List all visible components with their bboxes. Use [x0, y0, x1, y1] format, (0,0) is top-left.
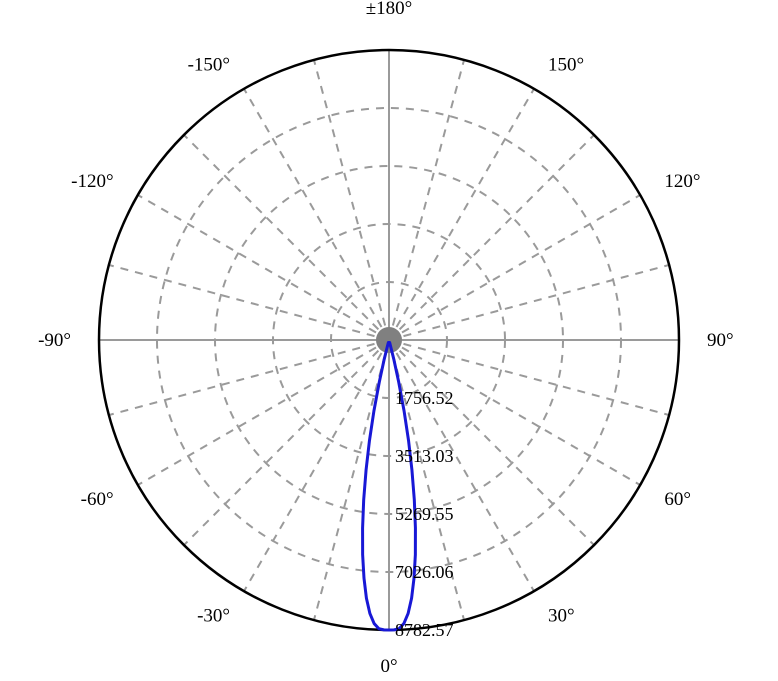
radial-label: 7026.06	[395, 562, 454, 582]
angle-label: 60°	[664, 489, 691, 510]
angle-label: 150°	[548, 55, 584, 76]
polar-chart: 1756.52 3513.03 5269.55 7026.06 8782.57 ±180°…	[0, 0, 778, 681]
angle-label: -150°	[188, 55, 230, 76]
angle-label: 90°	[707, 330, 734, 351]
angle-label: -90°	[38, 330, 71, 351]
angle-label: 30°	[548, 605, 575, 626]
radial-label: 8782.57	[395, 620, 454, 640]
angle-label: -30°	[197, 605, 230, 626]
angle-label: 120°	[664, 171, 700, 192]
angle-label: 0°	[380, 656, 397, 677]
radial-label: 1756.52	[395, 388, 454, 408]
angle-label: -120°	[71, 171, 113, 192]
radial-label: 3513.03	[395, 446, 454, 466]
angle-label: ±180°	[366, 0, 413, 19]
angle-label: -60°	[81, 489, 114, 510]
radial-label: 5269.55	[395, 504, 454, 524]
